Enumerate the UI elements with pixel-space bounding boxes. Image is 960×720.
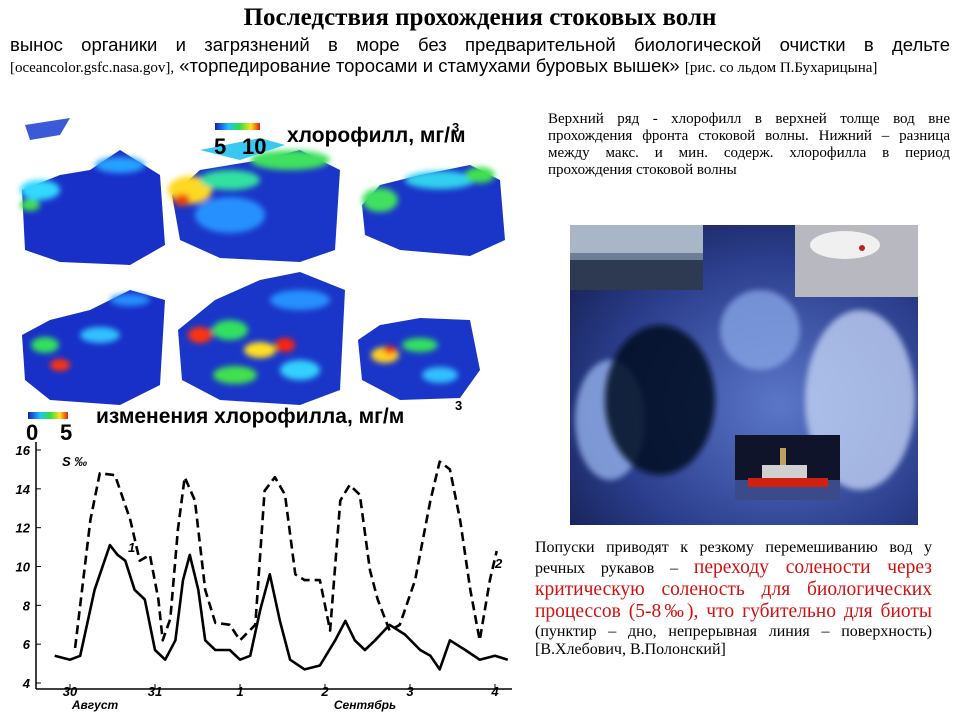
y-tick-label: 4	[22, 676, 31, 691]
quote: «торпедирование торосами и стамухами бур…	[179, 55, 680, 76]
x-tick-label: 30	[63, 684, 78, 699]
photo-collage	[570, 225, 918, 525]
series-line	[73, 460, 498, 649]
title: Последствия прохождения стоковых волн	[243, 4, 717, 31]
y-tick-label: 14	[16, 482, 31, 497]
y-tick-label: 16	[16, 443, 31, 458]
colorbar	[28, 412, 68, 419]
map-label: изменения хлорофилла, мг/м	[96, 405, 404, 428]
map-labels: 5 10 хлорофилл, мг/м 3 0 5 изменения хло…	[26, 120, 466, 445]
scale-label: 10	[242, 134, 266, 159]
x-group-label: Сентябрь	[334, 698, 396, 712]
y-tick-label: 10	[16, 560, 31, 575]
conclusion-text: Попуски приводят к резкому перемешиванию…	[535, 539, 932, 577]
authors: [В.Хлебович, В.Полонский]	[535, 641, 726, 658]
series-label: 1	[128, 540, 135, 555]
chlorophyll-maps	[20, 118, 505, 419]
map-label: хлорофилл, мг/м	[287, 124, 466, 147]
map-panel	[168, 138, 340, 262]
conclusion: Попуски приводят к резкому перемешиванию…	[535, 539, 932, 659]
series-label: 2	[494, 556, 503, 571]
highlight: переходу солености через критическую сол…	[535, 557, 933, 622]
map-label-sup: 3	[452, 120, 459, 135]
y-axis-label: S ‰	[62, 454, 87, 469]
map-panel	[20, 118, 165, 265]
x-tick-label: 3	[406, 684, 414, 699]
scale-label: 5	[60, 420, 72, 445]
source: [рис. со льдом П.Бухарицына]	[684, 60, 878, 76]
series-line	[54, 543, 509, 671]
caption: Верхний ряд - хлорофилл в верхней толще …	[548, 111, 950, 178]
x-tick-label: 1	[236, 684, 243, 699]
y-tick-label: 8	[23, 598, 31, 613]
x-tick-label: 31	[148, 684, 162, 699]
colorbar	[215, 123, 260, 130]
map-panel	[362, 165, 505, 256]
y-tick-label: 12	[16, 521, 31, 536]
x-tick-label: 4	[490, 684, 499, 699]
conclusion-text: (пунктир – дно, непрерывная линия – пове…	[535, 623, 932, 640]
x-group-label: Август	[71, 698, 119, 712]
map-panel	[178, 272, 345, 405]
scale-label: 0	[26, 420, 38, 445]
map-panel	[22, 290, 165, 405]
intro-text: вынос органики и загрязнений в море без …	[10, 34, 950, 55]
map-panel	[358, 318, 480, 400]
map-label-sup: 3	[455, 398, 462, 413]
x-tick-label: 2	[320, 684, 329, 699]
source: [oceancolor.gsfc.nasa.gov],	[10, 60, 175, 76]
intro: вынос органики и загрязнений в море без …	[10, 34, 950, 79]
y-tick-label: 6	[23, 637, 31, 652]
scale-label: 5	[214, 134, 226, 159]
